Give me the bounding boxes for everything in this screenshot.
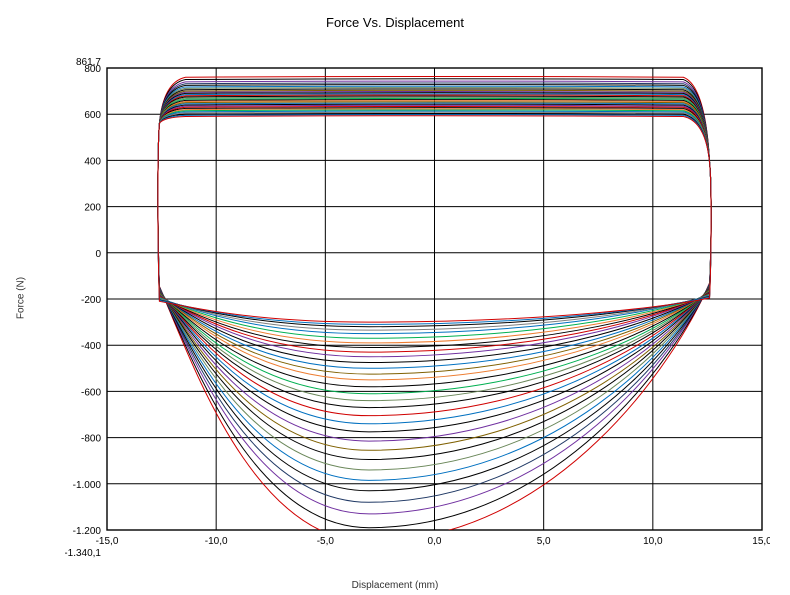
plot-area: -15,0 -10,0 -5,0 0,0 5,0 10,0 15,0 -1.200 -1.000… xyxy=(65,50,770,560)
svg-text:-600: -600 xyxy=(81,387,101,398)
svg-text:10,0: 10,0 xyxy=(643,536,663,547)
svg-text:-800: -800 xyxy=(81,434,101,445)
svg-text:-200: -200 xyxy=(81,295,101,306)
svg-text:-1.000: -1.000 xyxy=(73,480,102,491)
svg-text:-10,0: -10,0 xyxy=(205,536,228,547)
svg-text:400: 400 xyxy=(84,156,101,167)
x-axis-title: Displacement (mm) xyxy=(0,580,790,591)
svg-text:-1.200: -1.200 xyxy=(73,526,102,537)
svg-text:861,7: 861,7 xyxy=(76,57,101,68)
y-axis-title: Force (N) xyxy=(16,276,27,318)
svg-text:15,0: 15,0 xyxy=(752,536,770,547)
svg-text:600: 600 xyxy=(84,110,101,121)
svg-text:200: 200 xyxy=(84,203,101,214)
svg-text:-1.340,1: -1.340,1 xyxy=(65,548,101,559)
chart-svg: -15,0 -10,0 -5,0 0,0 5,0 10,0 15,0 -1.200 -1.000… xyxy=(65,50,770,560)
svg-text:-15,0: -15,0 xyxy=(96,536,119,547)
svg-text:-400: -400 xyxy=(81,341,101,352)
svg-text:-5,0: -5,0 xyxy=(317,536,335,547)
chart-title: Force Vs. Displacement xyxy=(0,15,790,30)
svg-text:0,0: 0,0 xyxy=(428,536,442,547)
svg-text:5,0: 5,0 xyxy=(537,536,551,547)
svg-text:0: 0 xyxy=(95,249,101,260)
